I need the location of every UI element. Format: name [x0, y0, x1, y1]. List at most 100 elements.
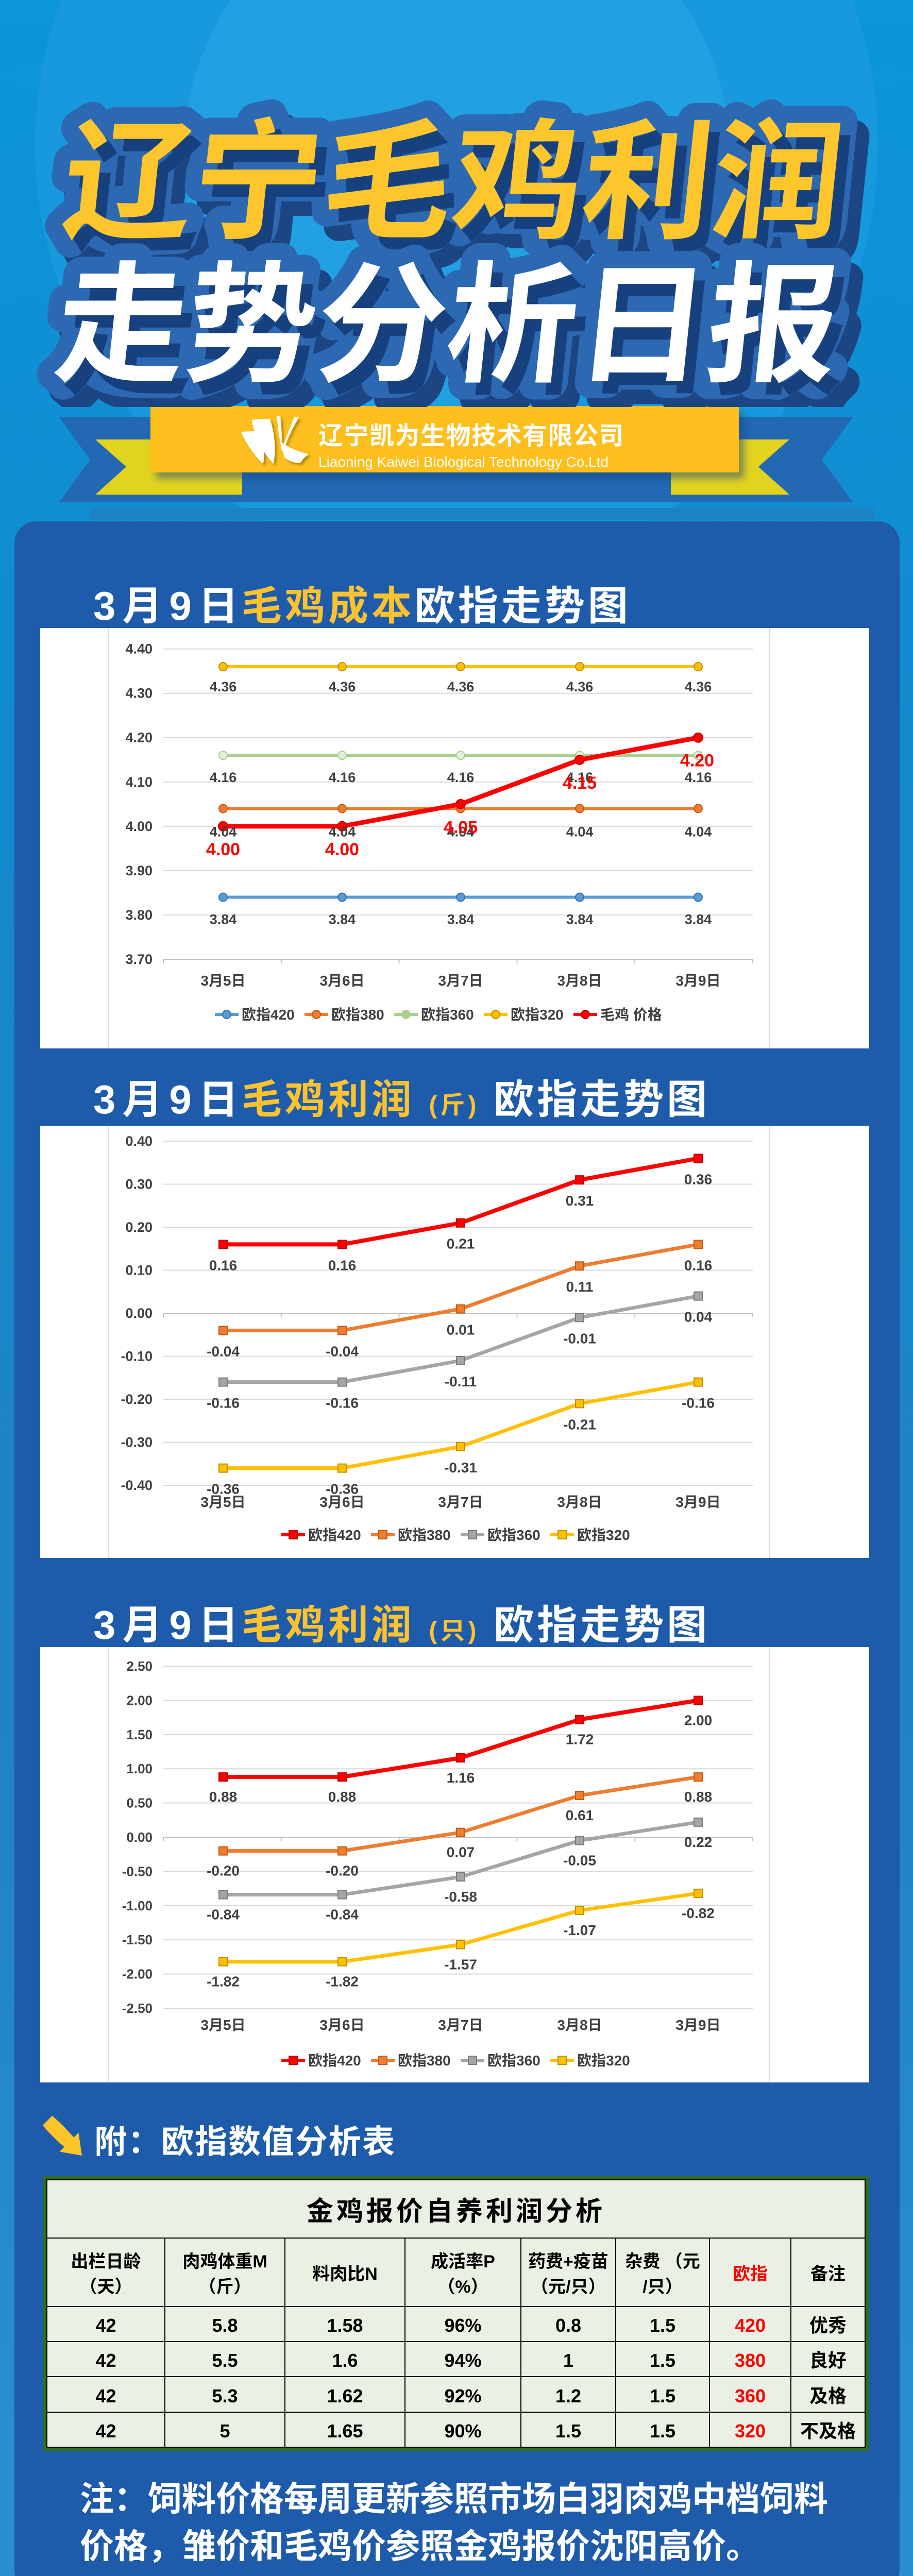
svg-text:3月9日: 3月9日 — [675, 2014, 720, 2035]
svg-text:-0.30: -0.30 — [121, 1435, 153, 1450]
svg-text:0.50: 0.50 — [126, 1795, 153, 1811]
svg-text:-0.31: -0.31 — [444, 1460, 477, 1476]
svg-text:欧指320: 欧指320 — [577, 2049, 630, 2070]
svg-text:辽宁毛鸡利润: 辽宁毛鸡利润 — [56, 110, 850, 256]
svg-text:0.36: 0.36 — [684, 1171, 713, 1187]
svg-text:4.16: 4.16 — [210, 770, 237, 785]
svg-text:0.21: 0.21 — [447, 1236, 475, 1252]
svg-text:4.05: 4.05 — [444, 818, 478, 837]
svg-text:0.30: 0.30 — [125, 1177, 153, 1192]
svg-text:Liaoning Kaiwei Biological Tec: Liaoning Kaiwei Biological Technology Co… — [318, 454, 608, 470]
svg-text:-0.16: -0.16 — [326, 1395, 359, 1411]
svg-text:3.84: 3.84 — [685, 912, 712, 927]
svg-text:-0.84: -0.84 — [207, 1907, 240, 1923]
svg-text:4.04: 4.04 — [447, 824, 475, 839]
svg-text:0.16: 0.16 — [684, 1257, 713, 1273]
svg-text:4.15: 4.15 — [563, 773, 597, 793]
svg-text:4.20: 4.20 — [125, 730, 153, 745]
svg-text:3月9日: 3月9日 — [675, 1491, 720, 1512]
svg-text:4.04: 4.04 — [566, 824, 594, 839]
svg-text:4.00: 4.00 — [206, 840, 240, 859]
svg-text:3月6日: 3月6日 — [319, 1491, 364, 1512]
svg-text:4.30: 4.30 — [125, 686, 153, 701]
svg-text:0.16: 0.16 — [328, 1257, 357, 1273]
svg-text:-1.07: -1.07 — [563, 1922, 596, 1938]
svg-text:-0.36: -0.36 — [326, 1481, 359, 1497]
svg-text:欧指320: 欧指320 — [511, 1004, 564, 1024]
svg-text:-0.84: -0.84 — [326, 1907, 359, 1923]
svg-text:欧指380: 欧指380 — [398, 2049, 451, 2070]
svg-text:欧指360: 欧指360 — [487, 1524, 540, 1545]
svg-text:3月7日: 3月7日 — [438, 1491, 483, 1512]
svg-text:3.70: 3.70 — [125, 952, 153, 967]
svg-text:-0.05: -0.05 — [563, 1853, 596, 1869]
svg-text:-0.16: -0.16 — [207, 1395, 240, 1411]
svg-text:4.36: 4.36 — [447, 679, 475, 694]
svg-text:3.84: 3.84 — [210, 912, 237, 927]
svg-text:-0.10: -0.10 — [121, 1349, 153, 1364]
svg-text:2.50: 2.50 — [126, 1658, 153, 1674]
svg-text:-0.20: -0.20 — [207, 1863, 240, 1879]
svg-text:0.40: 0.40 — [125, 1133, 153, 1149]
svg-text:0.31: 0.31 — [566, 1193, 594, 1209]
svg-text:0.16: 0.16 — [209, 1257, 238, 1273]
svg-text:欧指420: 欧指420 — [242, 1004, 295, 1024]
svg-text:3月6日: 3月6日 — [319, 970, 364, 990]
svg-text:1.00: 1.00 — [126, 1761, 153, 1776]
svg-text:4.10: 4.10 — [125, 774, 153, 790]
svg-text:3月6日: 3月6日 — [319, 2014, 364, 2035]
svg-text:4.04: 4.04 — [210, 824, 237, 839]
svg-text:-0.01: -0.01 — [563, 1330, 596, 1346]
svg-text:4.04: 4.04 — [329, 824, 356, 839]
svg-text:走势分析日报: 走势分析日报 — [60, 267, 858, 407]
svg-text:0.00: 0.00 — [125, 1306, 153, 1321]
svg-text:4.16: 4.16 — [329, 770, 356, 785]
svg-text:4.00: 4.00 — [125, 819, 153, 834]
svg-text:2.00: 2.00 — [126, 1692, 153, 1708]
svg-text:欧指420: 欧指420 — [308, 2049, 361, 2070]
svg-text:-0.04: -0.04 — [326, 1343, 359, 1359]
svg-text:-0.50: -0.50 — [122, 1863, 153, 1879]
svg-text:辽宁毛鸡利润: 辽宁毛鸡利润 — [66, 123, 860, 268]
svg-text:-1.57: -1.57 — [444, 1957, 477, 1973]
svg-text:3月5日: 3月5日 — [200, 1491, 245, 1512]
svg-text:0.07: 0.07 — [447, 1844, 475, 1860]
svg-text:4.36: 4.36 — [566, 679, 594, 694]
svg-text:3.84: 3.84 — [447, 912, 475, 927]
svg-text:0.11: 0.11 — [566, 1279, 594, 1295]
svg-text:欧指380: 欧指380 — [398, 1524, 451, 1545]
svg-text:4.04: 4.04 — [685, 824, 712, 839]
svg-text:3月8日: 3月8日 — [557, 970, 602, 990]
svg-text:0.00: 0.00 — [126, 1829, 153, 1845]
svg-text:欧指360: 欧指360 — [487, 2049, 540, 2070]
svg-text:4.00: 4.00 — [325, 840, 359, 859]
svg-text:-0.20: -0.20 — [121, 1392, 153, 1407]
svg-text:辽宁毛鸡利润: 辽宁毛鸡利润 — [56, 110, 850, 256]
svg-text:3月7日: 3月7日 — [438, 970, 483, 990]
svg-text:走势分析日报: 走势分析日报 — [48, 253, 846, 399]
svg-text:0.10: 0.10 — [125, 1263, 153, 1278]
svg-text:-1.00: -1.00 — [122, 1898, 153, 1913]
svg-text:欧指360: 欧指360 — [421, 1004, 474, 1024]
svg-text:欧指320: 欧指320 — [577, 1524, 630, 1545]
svg-text:-0.11: -0.11 — [445, 1374, 477, 1389]
svg-text:0.88: 0.88 — [209, 1789, 238, 1805]
svg-text:4.16: 4.16 — [447, 770, 475, 785]
svg-text:3月8日: 3月8日 — [557, 2014, 602, 2035]
svg-text:1.16: 1.16 — [447, 1770, 475, 1786]
svg-text:0.01: 0.01 — [447, 1322, 475, 1338]
svg-text:4.36: 4.36 — [210, 679, 237, 694]
svg-text:-0.58: -0.58 — [444, 1889, 477, 1905]
svg-text:3月5日: 3月5日 — [200, 2014, 245, 2035]
svg-text:-0.40: -0.40 — [121, 1478, 153, 1493]
svg-text:0.20: 0.20 — [125, 1219, 153, 1235]
svg-text:4.36: 4.36 — [685, 679, 712, 694]
svg-text:3.84: 3.84 — [566, 912, 594, 927]
svg-text:0.04: 0.04 — [684, 1309, 713, 1325]
svg-text:辽宁毛鸡利润: 辽宁毛鸡利润 — [67, 125, 862, 270]
svg-text:-1.82: -1.82 — [207, 1974, 240, 1990]
svg-text:-1.50: -1.50 — [122, 1932, 153, 1947]
svg-text:-2.50: -2.50 — [122, 2001, 153, 2016]
svg-text:-0.21: -0.21 — [563, 1416, 596, 1432]
svg-text:3.84: 3.84 — [329, 912, 356, 927]
